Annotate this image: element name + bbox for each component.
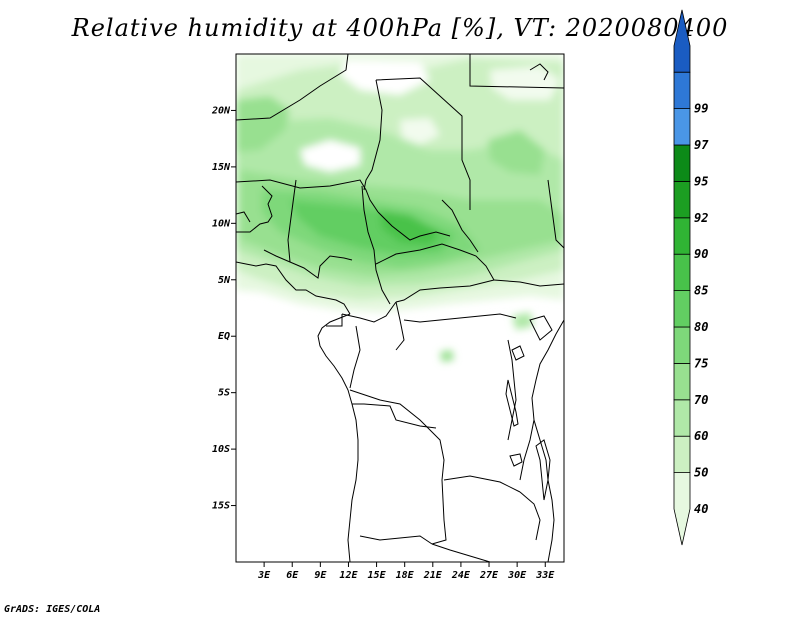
lon-tick-label: 21E [423,570,443,581]
colorbar-segment [673,399,691,437]
colorbar-label: 50 [694,466,708,480]
lon-tick-label: 12E [339,570,358,581]
colorbar-label: 99 [694,102,708,116]
map-title: Relative humidity at 400hPa [%], VT: 202… [71,14,729,42]
lat-tick-label: 5S [218,388,230,399]
colorbar-label: 75 [694,356,708,370]
colorbar-segment [673,326,691,364]
colorbar-label: 85 [694,284,708,298]
colorbar-segment [673,180,691,219]
colorbar-label: 90 [694,247,708,261]
colorbar-segment [673,290,691,328]
longitude-axis: 3E 6E 9E 12E 15E 18E 21E 24E 27E 30E 33E [257,562,555,581]
lat-tick-label: 10N [212,218,231,229]
colorbar-segment [673,472,691,546]
lat-tick-label: 15S [212,501,230,512]
colorbar-segment [673,108,691,146]
colorbar-segment [673,9,691,73]
lon-tick-label: 27E [479,570,499,581]
lon-tick-label: 15E [368,570,387,581]
colorbar-label: 60 [694,429,708,443]
colorbar-label: 95 [694,174,708,188]
colorbar-label: 97 [694,138,709,152]
colorbar: 40 50 60 70 75 80 85 90 92 95 97 99 [673,9,709,546]
lat-tick-label: 5N [218,275,231,286]
colorbar-label: 80 [694,320,708,334]
country-borders [236,54,564,562]
lat-tick-label: 20N [211,105,231,116]
colorbar-label: 40 [694,502,708,516]
lon-tick-label: 3E [257,570,271,581]
lat-tick-label: 15N [212,162,231,173]
lon-tick-label: 6E [286,570,299,581]
grads-credit: GrADS: IGES/COLA [4,604,101,615]
humidity-shading [236,54,564,362]
colorbar-segment [673,362,691,401]
map-frame [235,53,565,563]
lon-tick-label: 24E [451,570,471,581]
colorbar-segment [673,253,691,291]
latitude-axis: 20N 15N 10N 5N EQ 5S 10S 15S [211,105,236,512]
colorbar-segment [673,71,691,109]
colorbar-segment [673,217,691,255]
lon-tick-label: 33E [535,570,555,581]
colorbar-segment [673,435,691,474]
colorbar-label: 92 [694,211,708,225]
lon-tick-label: 9E [314,570,327,581]
lat-tick-label: EQ [218,331,230,342]
lat-tick-label: 10S [212,444,230,455]
lon-tick-label: 30E [507,570,527,581]
colorbar-segment [673,144,691,182]
colorbar-label: 70 [694,393,708,407]
lon-tick-label: 18E [396,570,415,581]
